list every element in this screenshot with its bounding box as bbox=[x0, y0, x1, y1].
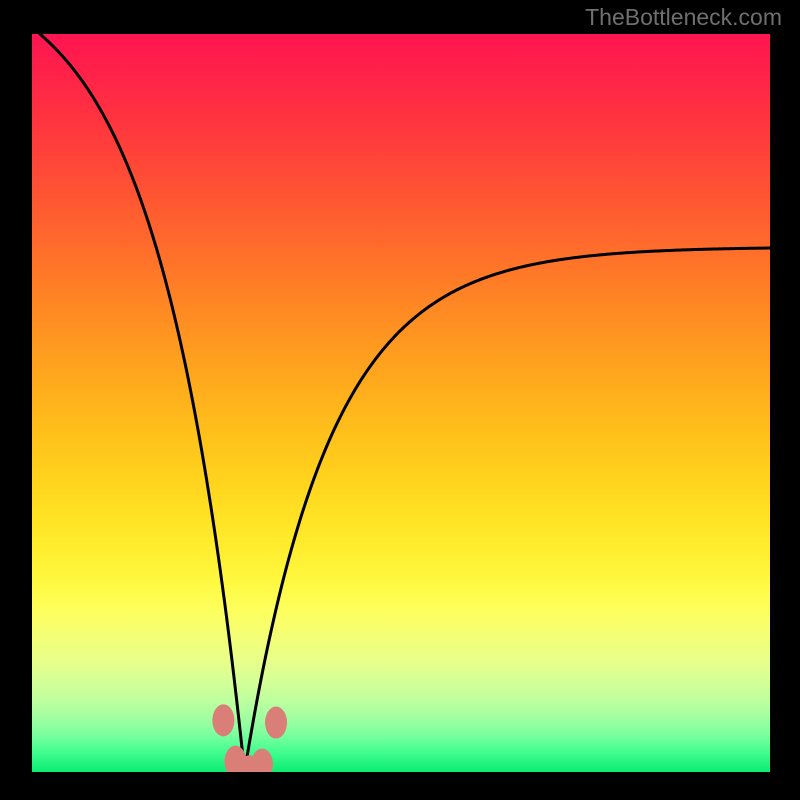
plot-area bbox=[32, 34, 770, 772]
watermark-text: TheBottleneck.com bbox=[585, 4, 782, 31]
curve-marker bbox=[212, 704, 234, 736]
gradient-background bbox=[32, 34, 770, 772]
plot-svg bbox=[32, 34, 770, 772]
curve-marker bbox=[265, 707, 287, 739]
